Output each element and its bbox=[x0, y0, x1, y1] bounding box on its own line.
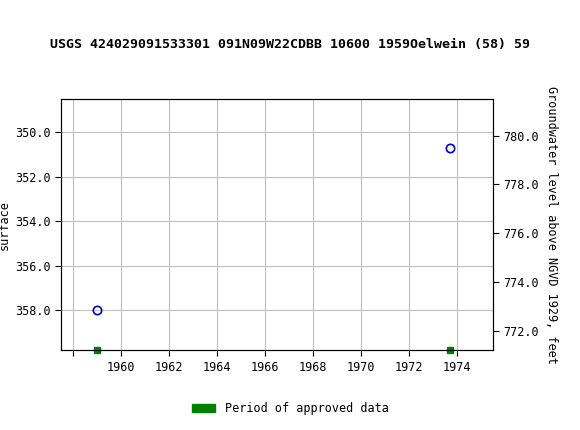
Text: ▒USGS: ▒USGS bbox=[7, 3, 78, 32]
Y-axis label: Depth to water level, feet below land
surface: Depth to water level, feet below land su… bbox=[0, 93, 10, 356]
Text: USGS 424029091533301 091N09W22CDBB 10600 1959Oelwein (58) 59: USGS 424029091533301 091N09W22CDBB 10600… bbox=[50, 38, 530, 51]
Legend: Period of approved data: Period of approved data bbox=[187, 397, 393, 420]
Y-axis label: Groundwater level above NGVD 1929, feet: Groundwater level above NGVD 1929, feet bbox=[545, 86, 559, 364]
